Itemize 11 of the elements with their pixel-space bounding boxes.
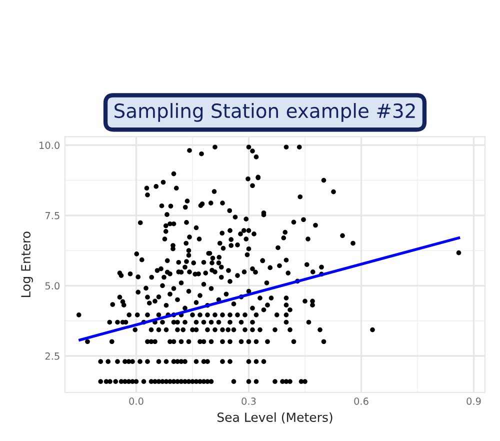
y-tick-label: 7.5 <box>45 212 60 220</box>
chart-title: Sampling Station example #32 <box>114 103 415 122</box>
x-tick-label: 0.6 <box>354 398 368 405</box>
x-tick-label: 0.3 <box>242 398 256 405</box>
x-axis-title: Sea Level (Meters) <box>217 412 332 424</box>
y-tick-label: 10.0 <box>40 142 60 149</box>
y-tick-label: 2.5 <box>45 352 60 360</box>
x-tick-label: 0.9 <box>466 398 481 405</box>
y-tick-label: 5.0 <box>45 282 60 290</box>
y-axis-title: Log Entero <box>21 232 33 297</box>
x-tick-label: 0.0 <box>129 398 144 405</box>
